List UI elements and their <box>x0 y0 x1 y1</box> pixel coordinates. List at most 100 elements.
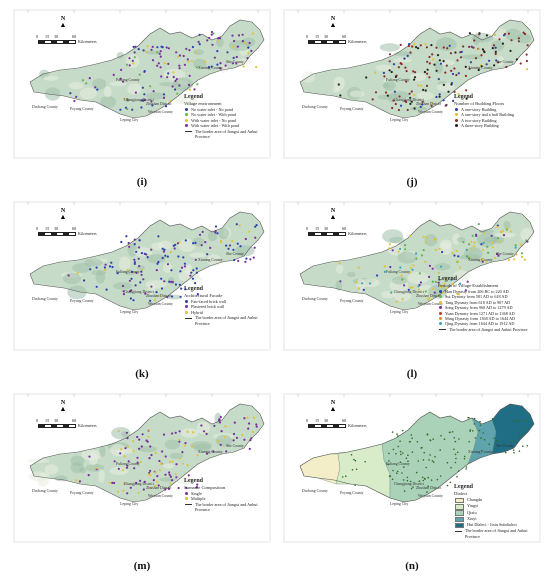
village-point <box>252 256 255 259</box>
north-arrow-icon: ▲ <box>59 21 67 29</box>
terrain-shade <box>180 98 197 106</box>
terrain-shade <box>335 279 343 291</box>
village-point <box>455 457 457 460</box>
village-point <box>145 50 148 53</box>
village-point <box>382 71 385 74</box>
terrain-shade <box>151 242 164 251</box>
village-point <box>231 34 234 37</box>
village-point <box>447 90 450 93</box>
village-point <box>391 106 394 110</box>
legend-item: Tang Dynasty from 618 AD to 907 AD <box>438 300 538 305</box>
county-label-poyang: Poyang County <box>70 107 94 111</box>
village-point <box>171 85 174 88</box>
scale-bar <box>38 40 76 44</box>
village-point <box>386 94 389 97</box>
village-point <box>399 440 401 442</box>
county-label-shexian: She County <box>496 444 514 448</box>
county-label-wuyuan: Wuyuan County <box>148 494 173 498</box>
scale-unit: Kilometers <box>348 231 367 236</box>
village-point <box>176 92 179 95</box>
terrain-shade <box>134 247 153 257</box>
village-point <box>164 455 167 458</box>
legend-swatch <box>185 497 188 501</box>
village-point <box>129 297 132 300</box>
village-point <box>397 108 400 112</box>
village-point <box>184 239 187 242</box>
legend-item-label: No water inlet - No pond <box>191 107 233 112</box>
village-point <box>122 80 125 83</box>
legend: Legend Number of Building Floors A one-sto… <box>454 94 532 129</box>
terrain-shade <box>377 94 393 100</box>
village-point <box>506 227 509 230</box>
village-point <box>355 468 358 471</box>
legend-border-item: The border area of Jiangxi and Anhui Pro… <box>454 528 532 539</box>
village-point <box>400 274 403 277</box>
terrain-shade <box>79 467 87 474</box>
scale-tick-label: 30 <box>54 226 59 231</box>
legend-item-label: Qixiu <box>467 509 477 515</box>
village-point <box>217 439 220 443</box>
village-point <box>457 260 460 263</box>
village-point <box>134 45 137 48</box>
county-label-leping: Leping City <box>390 118 409 122</box>
village-point <box>190 60 193 63</box>
village-point <box>162 96 166 99</box>
village-point <box>89 268 92 271</box>
terrain-shade <box>216 37 224 48</box>
village-point <box>209 246 212 249</box>
village-point <box>481 258 484 261</box>
village-point <box>521 434 523 437</box>
village-point <box>196 454 199 457</box>
village-point <box>183 265 187 268</box>
village-point <box>149 445 152 448</box>
village-point <box>425 241 428 244</box>
village-point <box>430 479 433 481</box>
terrain-shade <box>436 82 455 92</box>
village-point <box>87 474 90 477</box>
village-point <box>407 43 411 46</box>
village-point <box>251 430 255 433</box>
village-point <box>455 249 458 252</box>
village-point <box>480 54 483 57</box>
county-label-changjiang: Changjiang District <box>124 290 154 294</box>
county-label-wuyuan: Wuyuan County <box>418 302 443 306</box>
village-point <box>396 472 398 474</box>
village-point <box>207 66 210 69</box>
terrain-shade <box>219 64 228 73</box>
terrain-shade <box>424 234 438 247</box>
panel-label-i: (i) <box>136 176 148 188</box>
village-point <box>127 460 130 463</box>
village-point <box>220 430 223 433</box>
village-point <box>442 83 445 86</box>
village-point <box>126 464 129 467</box>
village-point <box>374 71 377 74</box>
village-point <box>434 280 437 283</box>
dialect-region <box>299 453 341 485</box>
village-point <box>515 441 517 444</box>
village-point <box>406 479 409 482</box>
legend-line-swatch <box>455 530 462 532</box>
village-point <box>494 256 497 260</box>
village-point <box>456 59 459 62</box>
village-point <box>182 462 185 465</box>
scale-unit: Kilometers <box>78 423 97 428</box>
scale-tick-label: 60 <box>342 34 347 39</box>
village-point <box>466 280 469 283</box>
village-point <box>393 90 396 93</box>
village-point <box>193 88 196 91</box>
village-point <box>397 250 400 253</box>
legend-subtitle: Surname Composition <box>184 485 226 490</box>
legend-item: Multiple <box>184 496 262 501</box>
village-point <box>355 281 358 284</box>
village-point <box>365 76 368 79</box>
legend-item-label: No water inlet - With pond <box>191 112 236 118</box>
county-label-wuyuan: Wuyuan County <box>418 494 443 498</box>
village-point <box>415 471 418 474</box>
village-point <box>126 107 129 111</box>
map-frame <box>283 393 541 543</box>
legend-item-label: Single <box>191 491 202 496</box>
legend-line-swatch <box>439 329 446 331</box>
village-point <box>143 93 146 96</box>
county-label-fuliang: Fuliang County <box>386 78 410 82</box>
village-point <box>439 62 442 65</box>
